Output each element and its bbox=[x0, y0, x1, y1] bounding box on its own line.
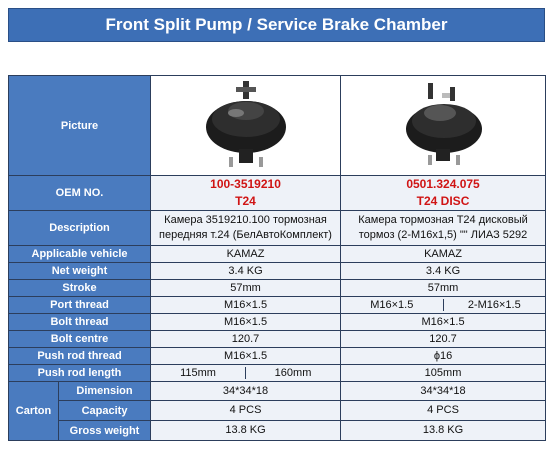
row-label: Dimension bbox=[57, 381, 152, 401]
oem-code: 100-3519210 bbox=[210, 177, 281, 191]
value-cell: KAMAZ bbox=[340, 245, 547, 263]
value-text: Камера тормозная T24 дисковый тормоз (2-… bbox=[358, 214, 528, 241]
row-label: Push rod thread bbox=[7, 347, 152, 365]
value-part: 2-M16×1.5 bbox=[442, 299, 545, 311]
value-text: 120.7 bbox=[231, 332, 260, 345]
row-label: Gross weight bbox=[57, 420, 152, 441]
row-label: OEM NO. bbox=[7, 175, 152, 211]
value-text: 13.8 KG bbox=[422, 424, 464, 436]
value-text: M16×1.5 bbox=[421, 315, 465, 328]
value-cell: 13.8 KG bbox=[340, 420, 547, 441]
row-label: Net weight bbox=[7, 262, 152, 280]
spec-row: Push rod length 115mm 160mm 105mm bbox=[7, 364, 547, 382]
value-cell: 34*34*18 bbox=[150, 381, 342, 401]
oem-cell: 0501.324.075 T24 DISC bbox=[340, 175, 547, 211]
oem-code: 0501.324.075 bbox=[406, 177, 480, 191]
value-cell: 3.4 KG bbox=[150, 262, 342, 280]
value-part: M16×1.5 bbox=[370, 299, 414, 311]
spec-row: Net weight 3.4 KG 3.4 KG bbox=[7, 262, 547, 280]
spec-row: Stroke 57mm 57mm bbox=[7, 279, 547, 297]
value-cell: 120.7 bbox=[340, 330, 547, 348]
value-cell: 4 PCS bbox=[150, 400, 342, 421]
value-cell: 105mm bbox=[340, 364, 547, 382]
row-label: Capacity bbox=[57, 400, 152, 421]
value-cell: Камера тормозная T24 дисковый тормоз (2-… bbox=[340, 210, 547, 246]
row-label: Carton bbox=[8, 381, 59, 441]
value-text: 57mm bbox=[427, 281, 459, 294]
value-text: 34*34*18 bbox=[420, 384, 466, 397]
carton-row: Carton Dimension 34*34*18 34*34*18 bbox=[8, 381, 547, 441]
value-cell: M16×1.5 bbox=[340, 313, 547, 331]
split-cell: 115mm 160mm bbox=[152, 367, 340, 379]
value-text: 4 PCS bbox=[229, 404, 262, 416]
value-text: M16×1.5 bbox=[223, 349, 268, 362]
spec-table: Picture OEM NO. 100-3519210 T24 0501.324.07… bbox=[7, 75, 547, 441]
spec-row: Applicable vehicle KAMAZ KAMAZ bbox=[7, 245, 547, 263]
row-label: Applicable vehicle bbox=[7, 245, 152, 263]
value-text: M16×1.5 bbox=[223, 315, 268, 328]
value-text: Камера 3519210.100 тормозная передняя т.… bbox=[159, 214, 332, 241]
product-image bbox=[406, 83, 483, 165]
value-cell: 3.4 KG bbox=[340, 262, 547, 280]
value-text: KAMAZ bbox=[424, 247, 462, 260]
value-text: M16×1.5 bbox=[223, 298, 268, 311]
value-cell: Камера 3519210.100 тормозная передняя т.… bbox=[150, 210, 342, 246]
value-text: 105mm bbox=[424, 366, 462, 379]
row-label: Picture bbox=[7, 75, 152, 176]
spec-row: Bolt centre 120.7 120.7 bbox=[7, 330, 547, 348]
product-image bbox=[205, 81, 286, 167]
value-cell: 13.8 KG bbox=[150, 420, 342, 441]
carton-row: Capacity 4 PCS 4 PCS bbox=[9, 400, 547, 421]
value-cell: 34*34*18 bbox=[340, 381, 547, 401]
value-part: 160mm bbox=[245, 367, 340, 379]
value-cell: M16×1.5 bbox=[150, 313, 342, 331]
oem-row: OEM NO. 100-3519210 T24 0501.324.075 T24 DIS… bbox=[7, 175, 547, 211]
value-cell: KAMAZ bbox=[150, 245, 342, 263]
value-text: 57mm bbox=[230, 281, 261, 294]
row-label: Push rod length bbox=[7, 364, 152, 382]
oem-model: T24 DISC bbox=[416, 194, 470, 208]
value-cell: M16×1.5 bbox=[150, 347, 342, 365]
row-label: Bolt centre bbox=[7, 330, 152, 348]
value-cell: 115mm 160mm bbox=[150, 364, 342, 382]
value-text: 4 PCS bbox=[427, 404, 459, 416]
value-cell: M16×1.5 2-M16×1.5 bbox=[340, 296, 547, 314]
value-cell: 57mm bbox=[340, 279, 547, 297]
value-text: 3.4 KG bbox=[228, 264, 263, 277]
row-label: Bolt thread bbox=[7, 313, 152, 331]
row-label: Port thread bbox=[7, 296, 152, 314]
row-label: Description bbox=[7, 210, 152, 246]
row-label: Stroke bbox=[7, 279, 152, 297]
spec-row: Bolt thread M16×1.5 M16×1.5 bbox=[7, 313, 547, 331]
picture-row: Picture bbox=[7, 75, 547, 176]
oem-model: T24 bbox=[235, 194, 256, 208]
spec-row: Push rod thread M16×1.5 ϕ16 bbox=[7, 347, 547, 365]
oem-cell: 100-3519210 T24 bbox=[150, 175, 342, 211]
value-cell: ϕ16 bbox=[340, 347, 547, 365]
value-text: 120.7 bbox=[429, 332, 457, 345]
value-cell: 120.7 bbox=[150, 330, 342, 348]
split-cell: M16×1.5 2-M16×1.5 bbox=[342, 299, 545, 311]
value-cell: 4 PCS bbox=[340, 400, 547, 421]
value-text: 3.4 KG bbox=[425, 264, 461, 277]
picture-cell bbox=[150, 75, 342, 176]
value-text: KAMAZ bbox=[226, 247, 265, 260]
value-text: 34*34*18 bbox=[222, 384, 269, 397]
title-banner: Front Split Pump / Service Brake Chamber bbox=[8, 8, 545, 42]
value-text: ϕ16 bbox=[433, 349, 453, 362]
spec-row: Port thread M16×1.5 M16×1.5 2-M16×1.5 bbox=[7, 296, 547, 314]
value-text: 13.8 KG bbox=[225, 424, 266, 436]
value-cell: M16×1.5 bbox=[150, 296, 342, 314]
carton-row: Gross weight 13.8 KG 13.8 KG bbox=[9, 420, 547, 441]
title: Front Split Pump / Service Brake Chamber bbox=[105, 15, 448, 34]
spec-row: Description Камера 3519210.100 тормозная … bbox=[7, 210, 547, 246]
picture-cell bbox=[340, 75, 547, 176]
value-part: 115mm bbox=[180, 367, 216, 379]
value-cell: 57mm bbox=[150, 279, 342, 297]
